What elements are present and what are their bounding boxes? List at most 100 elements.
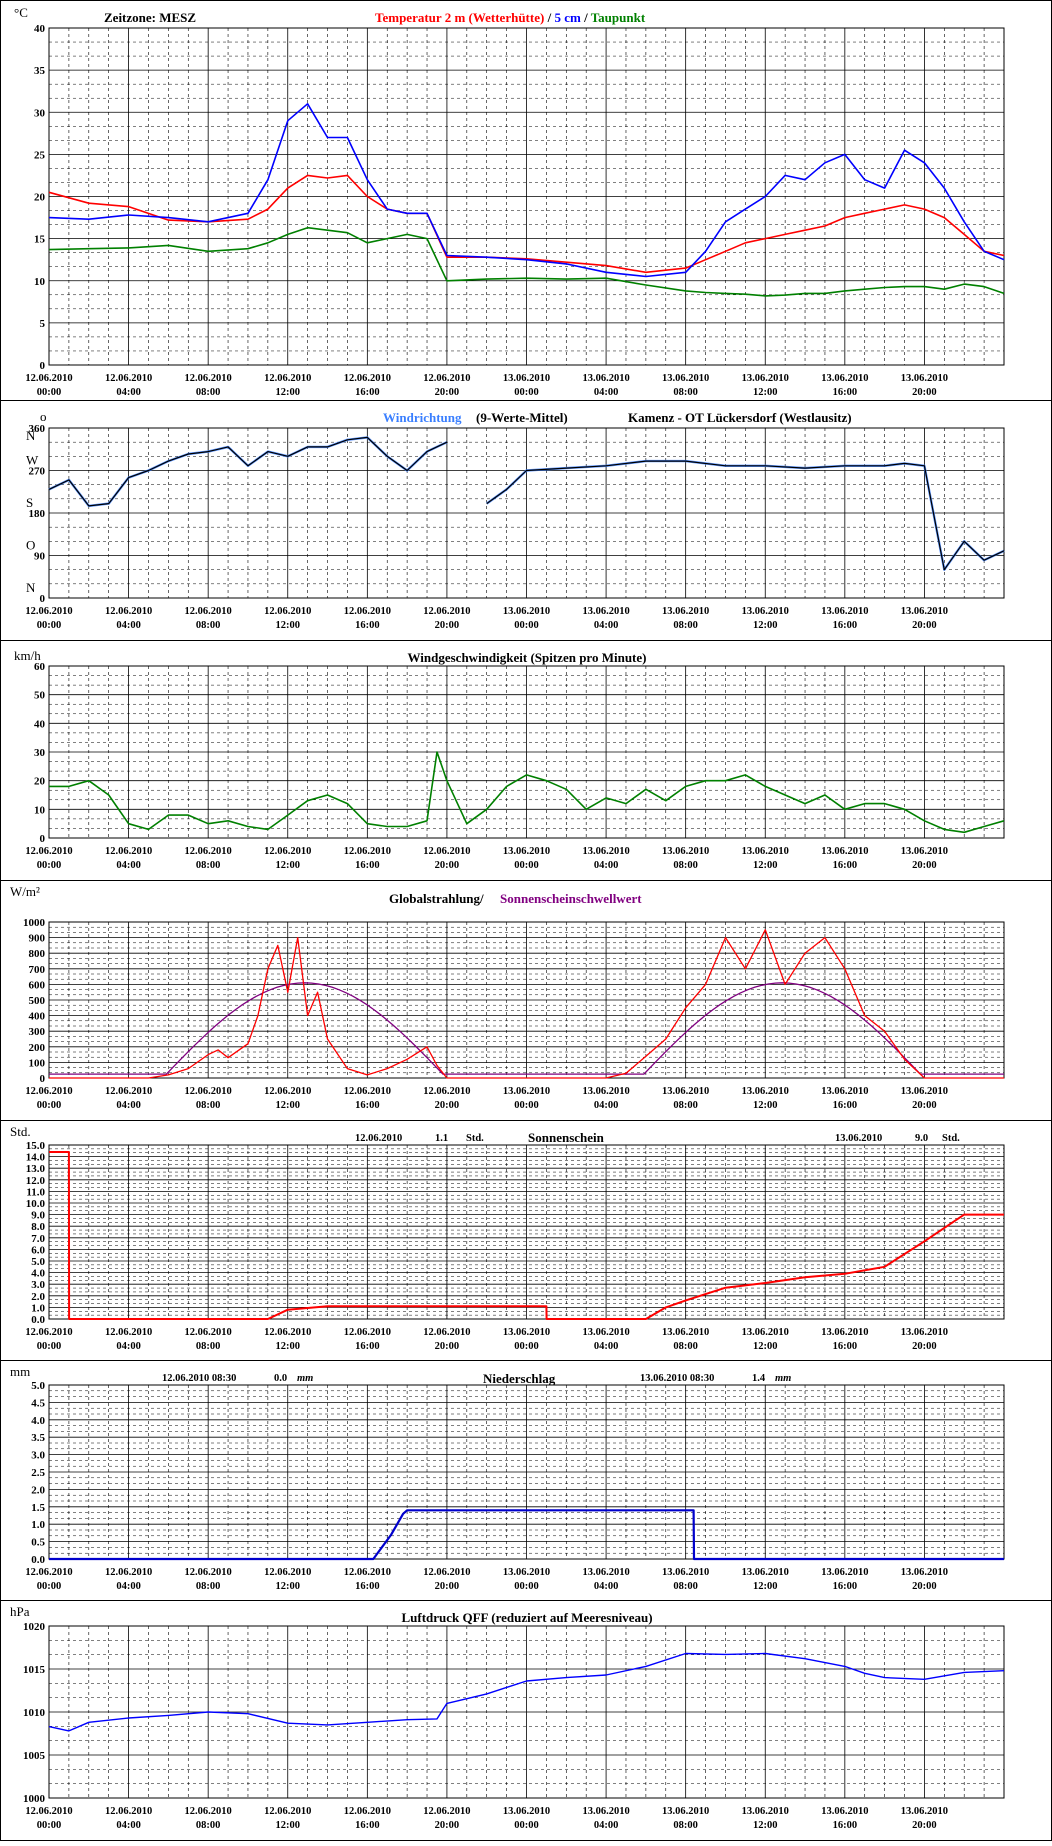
x-tick-time: 04:00 — [594, 387, 619, 398]
x-tick-time: 12:00 — [276, 1581, 301, 1592]
x-tick-date: 12.06.2010 — [423, 1327, 470, 1338]
series-line-winddirection-0 — [48, 436, 1005, 571]
x-tick-time: 20:00 — [912, 1100, 937, 1111]
y-tick-label: 0.5 — [31, 1537, 45, 1549]
compass-label: N — [26, 580, 36, 595]
y-tick-label: 0 — [40, 593, 46, 605]
x-tick-date: 13.06.2010 — [582, 1567, 629, 1578]
y-tick-label: 360 — [29, 423, 46, 435]
x-tick-time: 08:00 — [673, 1581, 698, 1592]
y-tick-label: 30 — [34, 107, 46, 119]
station-name: Kamenz - OT Lückersdorf (Westlausitz) — [628, 410, 852, 425]
x-tick-time: 00:00 — [514, 1581, 539, 1592]
x-tick-date: 13.06.2010 — [821, 846, 868, 857]
y-unit-label: °C — [14, 5, 28, 20]
x-tick-date: 13.06.2010 — [742, 373, 789, 384]
y-tick-label: 10 — [34, 804, 46, 816]
x-tick-time: 04:00 — [594, 860, 619, 871]
y-tick-label: 12.0 — [26, 1175, 46, 1187]
x-tick-date: 13.06.2010 — [662, 606, 709, 617]
x-tick-date: 12.06.2010 — [185, 606, 232, 617]
y-tick-label: 60 — [34, 661, 46, 673]
y-tick-label: 1020 — [23, 1621, 46, 1633]
x-tick-date: 13.06.2010 — [742, 1086, 789, 1097]
series-line-sunshine-0 — [49, 1151, 1004, 1320]
x-tick-date: 13.06.2010 — [662, 846, 709, 857]
y-tick-label: 40 — [34, 23, 46, 35]
x-tick-date: 13.06.2010 — [742, 606, 789, 617]
x-tick-time: 04:00 — [594, 620, 619, 631]
y-tick-label: 1.5 — [31, 1502, 45, 1514]
y-tick-label: 10.0 — [26, 1198, 46, 1210]
x-tick-time: 12:00 — [753, 860, 778, 871]
x-tick-time: 00:00 — [514, 1341, 539, 1352]
y-tick-label: 2.0 — [31, 1484, 45, 1496]
x-tick-date: 13.06.2010 — [582, 606, 629, 617]
x-tick-date: 13.06.2010 — [662, 1086, 709, 1097]
x-tick-date: 13.06.2010 — [582, 1086, 629, 1097]
x-tick-time: 04:00 — [116, 620, 141, 631]
x-tick-time: 04:00 — [116, 1341, 141, 1352]
x-tick-time: 20:00 — [435, 387, 460, 398]
x-tick-date: 12.06.2010 — [423, 1567, 470, 1578]
day-sum-unit: mm — [297, 1373, 313, 1384]
series-line-temperature-2 — [48, 226, 1005, 297]
y-tick-label: 2.0 — [31, 1291, 45, 1303]
y-tick-label: 4.0 — [31, 1268, 45, 1280]
x-tick-date: 12.06.2010 — [25, 1806, 72, 1817]
compass-label: S — [26, 495, 33, 510]
y-tick-label: 3.0 — [31, 1450, 45, 1462]
title-part: / — [544, 10, 551, 25]
plot-area-frame — [48, 1384, 1005, 1560]
x-tick-time: 20:00 — [435, 1581, 460, 1592]
x-tick-time: 08:00 — [673, 1341, 698, 1352]
x-tick-date: 13.06.2010 — [742, 846, 789, 857]
compass-label: N — [26, 428, 36, 443]
x-tick-date: 12.06.2010 — [264, 1086, 311, 1097]
day-sum-date: 13.06.2010 — [835, 1133, 882, 1144]
x-tick-date: 12.06.2010 — [105, 1567, 152, 1578]
series-line-windspeed-0 — [49, 751, 1005, 834]
x-tick-date: 12.06.2010 — [185, 1806, 232, 1817]
y-unit-label: W/m² — [10, 884, 40, 899]
x-tick-time: 08:00 — [196, 1581, 221, 1592]
panel-temperature: 0 5 10 15 20 25 30 35 40 12.06.2010 00:00 12.06.201… — [0, 5, 1052, 401]
y-tick-label: 1010 — [23, 1707, 46, 1719]
day-sum-date: 12.06.2010 08:30 — [162, 1373, 236, 1384]
x-tick-date: 13.06.2010 — [662, 373, 709, 384]
chart-title: Luftdruck QFF (reduziert auf Meeresnivea… — [401, 1610, 652, 1625]
x-tick-date: 13.06.2010 — [503, 846, 550, 857]
x-tick-date: 12.06.2010 — [264, 846, 311, 857]
panel-radiation: 0 100 200 300 400 500 600 700 800 900 1000 12.06.20… — [0, 884, 1052, 1121]
x-tick-date: 12.06.2010 — [105, 1327, 152, 1338]
x-tick-time: 12:00 — [276, 387, 301, 398]
x-tick-date: 13.06.2010 — [582, 373, 629, 384]
x-tick-date: 13.06.2010 — [901, 1327, 948, 1338]
x-tick-time: 16:00 — [833, 387, 858, 398]
x-tick-date: 13.06.2010 — [662, 1327, 709, 1338]
x-tick-date: 12.06.2010 — [264, 1806, 311, 1817]
x-tick-time: 16:00 — [355, 1820, 380, 1831]
panel-sunshine: 0.01.02.03.04.05.06.07.08.09.010.011.012… — [0, 1124, 1052, 1361]
y-unit-label: mm — [10, 1364, 30, 1379]
panel-windspeed: 0 10 20 30 40 50 60 12.06.2010 00:00 12.06.2010 04… — [0, 648, 1052, 881]
compass-label: O — [26, 538, 35, 553]
y-tick-label: 4.0 — [31, 1415, 45, 1427]
x-tick-time: 08:00 — [196, 1100, 221, 1111]
x-tick-time: 20:00 — [912, 620, 937, 631]
day-sum-date: 13.06.2010 08:30 — [640, 1373, 714, 1384]
series-line-radiation-0 — [49, 929, 1004, 1079]
y-tick-label: 6.0 — [31, 1244, 45, 1256]
x-tick-time: 00:00 — [514, 1820, 539, 1831]
x-tick-time: 00:00 — [514, 860, 539, 871]
y-tick-label: 14.0 — [26, 1152, 46, 1164]
x-tick-date: 12.06.2010 — [185, 1086, 232, 1097]
y-tick-label: 900 — [29, 933, 46, 945]
x-tick-date: 13.06.2010 — [503, 1806, 550, 1817]
y-tick-label: 180 — [29, 508, 46, 520]
y-tick-label: 11.0 — [26, 1186, 45, 1198]
x-tick-time: 08:00 — [196, 860, 221, 871]
chart-title: Temperatur 2 m (Wetterhütte) / 5 cm / Ta… — [375, 10, 646, 25]
x-tick-date: 13.06.2010 — [901, 373, 948, 384]
